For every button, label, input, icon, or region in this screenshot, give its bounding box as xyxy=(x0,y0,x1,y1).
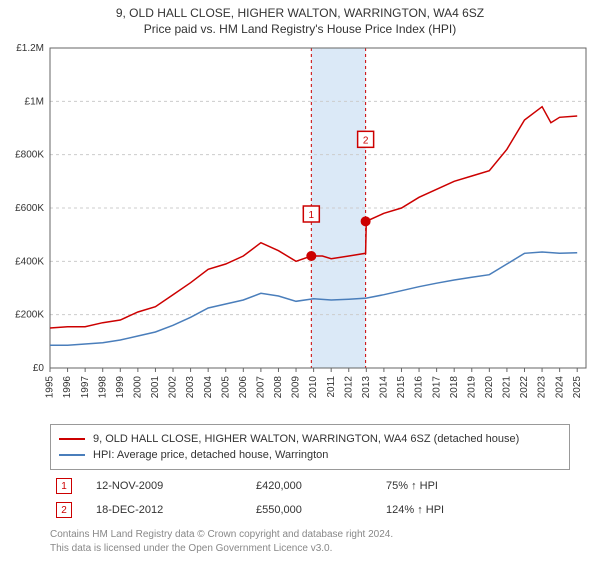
svg-text:2: 2 xyxy=(363,135,369,146)
svg-text:2013: 2013 xyxy=(361,376,372,399)
svg-text:2021: 2021 xyxy=(502,376,513,399)
svg-text:2007: 2007 xyxy=(256,376,267,399)
svg-text:2016: 2016 xyxy=(414,376,425,399)
svg-text:2003: 2003 xyxy=(185,376,196,399)
chart-plot: £0 £200K £400K £600K £800K £1M £1.2M 1995 1996 19… xyxy=(0,38,600,418)
footer: Contains HM Land Registry data © Crown c… xyxy=(50,528,570,556)
svg-text:£400K: £400K xyxy=(15,256,44,267)
svg-text:2008: 2008 xyxy=(273,376,284,399)
table-row: 2 18-DEC-2012£550,000124% ↑ HPI xyxy=(50,498,570,522)
svg-text:2023: 2023 xyxy=(537,376,548,399)
footer-line-1: Contains HM Land Registry data © Crown c… xyxy=(50,528,570,542)
chart-subtitle: Price paid vs. HM Land Registry's House … xyxy=(10,22,590,36)
legend-row: HPI: Average price, detached house, Warr… xyxy=(59,447,561,463)
svg-text:2020: 2020 xyxy=(484,376,495,399)
svg-text:2012: 2012 xyxy=(343,376,354,399)
chart-svg: £0 £200K £400K £600K £800K £1M £1.2M 1995 1996 19… xyxy=(0,38,600,418)
chart-title: 9, OLD HALL CLOSE, HIGHER WALTON, WARRIN… xyxy=(10,6,590,20)
svg-text:1997: 1997 xyxy=(80,376,91,399)
table-cell: £550,000 xyxy=(250,498,380,522)
svg-text:£600K: £600K xyxy=(15,203,44,214)
svg-text:1996: 1996 xyxy=(62,376,73,399)
table-row: 1 12-NOV-2009£420,00075% ↑ HPI xyxy=(50,474,570,498)
sales-table: 1 12-NOV-2009£420,00075% ↑ HPI 2 18-DEC-201… xyxy=(50,474,570,522)
svg-text:1995: 1995 xyxy=(45,376,56,399)
svg-text:2015: 2015 xyxy=(396,376,407,399)
svg-text:2024: 2024 xyxy=(554,376,565,399)
svg-text:2006: 2006 xyxy=(238,376,249,399)
svg-text:1998: 1998 xyxy=(97,376,108,399)
titles: 9, OLD HALL CLOSE, HIGHER WALTON, WARRIN… xyxy=(0,0,600,38)
table-cell: 18-DEC-2012 xyxy=(90,498,250,522)
svg-text:£200K: £200K xyxy=(15,310,44,321)
svg-text:£0: £0 xyxy=(33,363,45,374)
table-cell: 124% ↑ HPI xyxy=(380,498,570,522)
svg-text:2005: 2005 xyxy=(220,376,231,399)
svg-text:2002: 2002 xyxy=(168,376,179,399)
svg-text:£800K: £800K xyxy=(15,150,44,161)
svg-text:2011: 2011 xyxy=(326,376,337,398)
marker-badge: 2 xyxy=(56,502,72,518)
table-cell: 2 xyxy=(50,498,90,522)
legend-row: 9, OLD HALL CLOSE, HIGHER WALTON, WARRIN… xyxy=(59,431,561,447)
legend-label: 9, OLD HALL CLOSE, HIGHER WALTON, WARRIN… xyxy=(93,433,519,445)
table-cell: 1 xyxy=(50,474,90,498)
table-cell: £420,000 xyxy=(250,474,380,498)
chart-container: 9, OLD HALL CLOSE, HIGHER WALTON, WARRIN… xyxy=(0,0,600,556)
legend-label: HPI: Average price, detached house, Warr… xyxy=(93,449,328,461)
svg-text:2025: 2025 xyxy=(572,376,583,399)
table-cell: 75% ↑ HPI xyxy=(380,474,570,498)
svg-text:2009: 2009 xyxy=(291,376,302,399)
footer-line-2: This data is licensed under the Open Gov… xyxy=(50,542,570,556)
svg-text:2010: 2010 xyxy=(308,376,319,399)
legend-swatch xyxy=(59,438,85,440)
legend-swatch xyxy=(59,454,85,456)
svg-text:2022: 2022 xyxy=(519,376,530,399)
svg-text:£1.2M: £1.2M xyxy=(16,43,44,54)
svg-text:2001: 2001 xyxy=(150,376,161,399)
svg-text:1: 1 xyxy=(309,210,315,221)
svg-text:2018: 2018 xyxy=(449,376,460,399)
svg-text:2004: 2004 xyxy=(203,376,214,399)
svg-text:2019: 2019 xyxy=(466,376,477,399)
marker-badge: 1 xyxy=(56,478,72,494)
svg-text:2014: 2014 xyxy=(379,376,390,399)
legend: 9, OLD HALL CLOSE, HIGHER WALTON, WARRIN… xyxy=(50,424,570,470)
svg-text:2017: 2017 xyxy=(431,376,442,399)
table-cell: 12-NOV-2009 xyxy=(90,474,250,498)
svg-text:£1M: £1M xyxy=(25,96,44,107)
svg-text:1999: 1999 xyxy=(115,376,126,399)
svg-text:2000: 2000 xyxy=(133,376,144,399)
